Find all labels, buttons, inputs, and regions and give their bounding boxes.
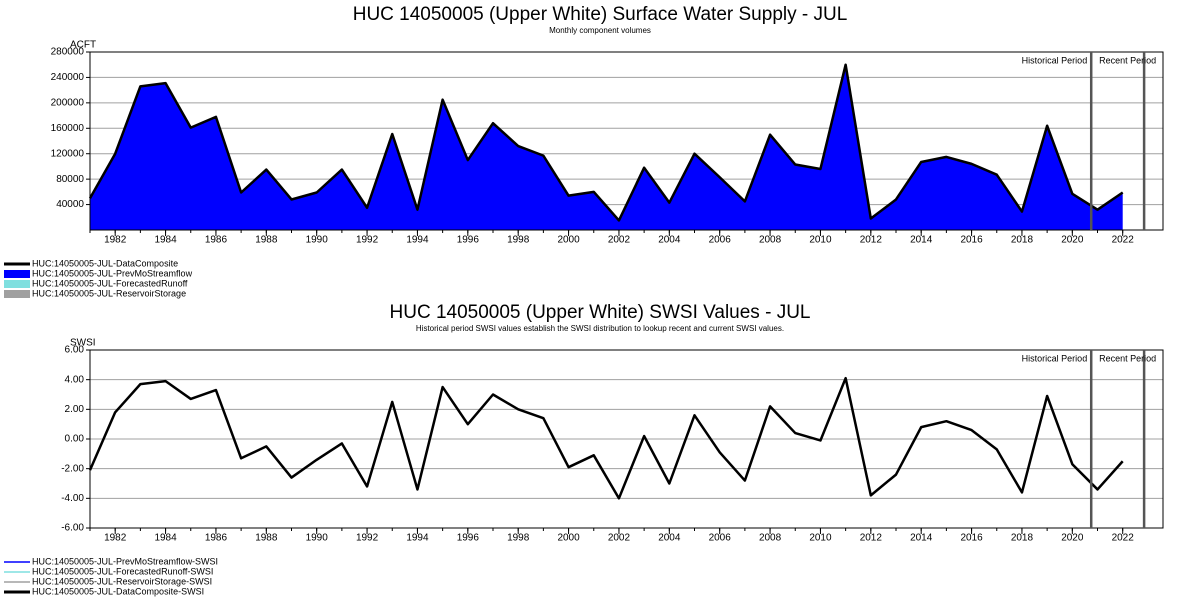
legend-swatch: [4, 270, 30, 278]
x-tick-label: 1986: [205, 235, 228, 246]
line: [88, 63, 1124, 222]
x-tick-label: 2012: [860, 235, 883, 246]
x-tick-label: 2008: [759, 235, 782, 246]
y-tick-label: 80000: [56, 174, 84, 185]
x-tick-label: 2014: [910, 533, 933, 544]
x-tick-label: 1998: [507, 533, 530, 544]
x-tick-label: 1988: [255, 533, 278, 544]
x-tick-label: 1990: [306, 533, 329, 544]
x-tick-label: 2020: [1061, 533, 1084, 544]
chart-subtitle: Monthly component volumes: [549, 26, 651, 35]
y-tick-label: 0.00: [65, 434, 85, 445]
x-tick-label: 2008: [759, 533, 782, 544]
y-tick-label: 6.00: [65, 345, 85, 356]
x-tick-label: 2014: [910, 235, 933, 246]
line: [88, 376, 1124, 500]
x-tick-label: 1996: [457, 533, 480, 544]
x-tick-label: 1992: [356, 533, 379, 544]
y-tick-label: -6.00: [61, 523, 84, 534]
annotation: Recent Period: [1099, 55, 1156, 65]
x-tick-label: 2004: [658, 533, 681, 544]
x-tick-label: 1984: [154, 235, 177, 246]
annotation: Historical Period: [1022, 353, 1088, 363]
x-tick-label: 2010: [809, 235, 832, 246]
x-tick-label: 1990: [306, 235, 329, 246]
annotation: Historical Period: [1022, 55, 1088, 65]
x-tick-label: 1986: [205, 533, 228, 544]
legend-swatch: [4, 290, 30, 298]
chart-title: HUC 14050005 (Upper White) Surface Water…: [353, 4, 848, 25]
x-tick-label: 1984: [154, 533, 177, 544]
y-tick-label: 160000: [51, 123, 85, 134]
legend-label: HUC:14050005-JUL-PrevMoStreamflow-SWSI: [32, 556, 218, 566]
x-tick-label: 2018: [1011, 533, 1034, 544]
x-tick-label: 2006: [709, 235, 732, 246]
chart-title: HUC 14050005 (Upper White) SWSI Values -…: [390, 302, 811, 323]
plot-frame: [89, 51, 1164, 231]
x-tick-label: 2016: [960, 235, 983, 246]
y-tick-label: 200000: [51, 97, 85, 108]
x-tick-label: 1994: [406, 533, 429, 544]
y-tick-label: -2.00: [61, 463, 84, 474]
y-tick-label: 280000: [51, 47, 85, 58]
x-tick-label: 2022: [1112, 533, 1135, 544]
legend-label: HUC:14050005-JUL-ReservoirStorage: [32, 288, 186, 298]
legend-label: HUC:14050005-JUL-DataComposite-SWSI: [32, 586, 204, 596]
x-tick-label: 2010: [809, 533, 832, 544]
y-tick-label: 2.00: [65, 404, 85, 415]
x-tick-label: 2002: [608, 533, 631, 544]
y-tick-label: 120000: [51, 148, 85, 159]
x-tick-label: 1998: [507, 235, 530, 246]
x-tick-label: 2002: [608, 235, 631, 246]
x-tick-label: 2006: [709, 533, 732, 544]
y-axis-label: SWSI: [70, 338, 96, 349]
area: [90, 64, 1123, 230]
y-axis-label: ACFT: [70, 40, 96, 51]
chart-subtitle: Historical period SWSI values establish …: [416, 324, 784, 333]
x-tick-label: 2000: [557, 533, 580, 544]
legend-label: HUC:14050005-JUL-DataComposite: [32, 258, 178, 268]
legend-label: HUC:14050005-JUL-ForecastedRunoff: [32, 278, 188, 288]
y-tick-label: 4.00: [65, 374, 85, 385]
x-tick-label: 1994: [406, 235, 429, 246]
y-tick-label: -4.00: [61, 493, 84, 504]
legend-label: HUC:14050005-JUL-PrevMoStreamflow: [32, 268, 193, 278]
y-tick-label: 240000: [51, 72, 85, 83]
x-tick-label: 2020: [1061, 235, 1084, 246]
legend-label: HUC:14050005-JUL-ForecastedRunoff-SWSI: [32, 566, 213, 576]
x-tick-label: 1982: [104, 235, 127, 246]
annotation: Recent Period: [1099, 353, 1156, 363]
x-tick-label: 2004: [658, 235, 681, 246]
x-tick-label: 2000: [557, 235, 580, 246]
x-tick-label: 1982: [104, 533, 127, 544]
x-tick-label: 1996: [457, 235, 480, 246]
x-tick-label: 2022: [1112, 235, 1135, 246]
x-tick-label: 1988: [255, 235, 278, 246]
legend-swatch: [4, 280, 30, 288]
y-tick-label: 40000: [56, 199, 84, 210]
legend-label: HUC:14050005-JUL-ReservoirStorage-SWSI: [32, 576, 212, 586]
x-tick-label: 2018: [1011, 235, 1034, 246]
plot-frame: [89, 349, 1164, 529]
x-tick-label: 2012: [860, 533, 883, 544]
x-tick-label: 2016: [960, 533, 983, 544]
x-tick-label: 1992: [356, 235, 379, 246]
